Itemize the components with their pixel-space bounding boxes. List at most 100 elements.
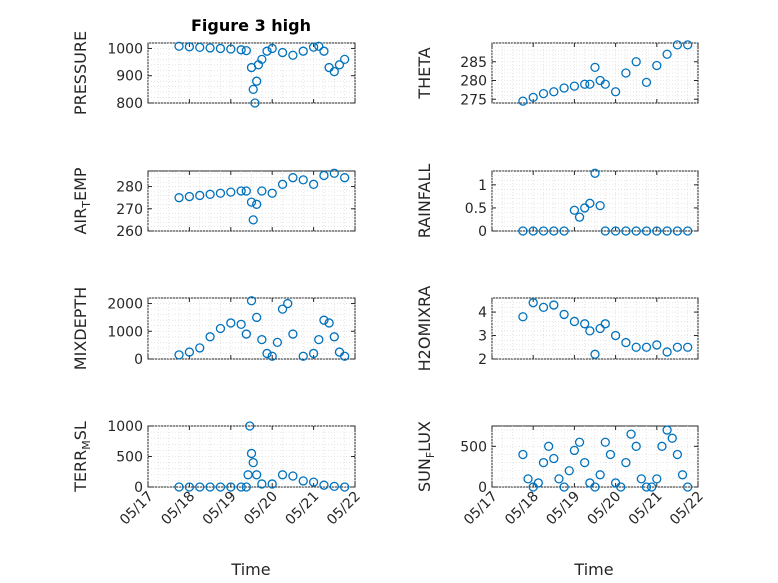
data-point — [248, 457, 258, 468]
data-point — [205, 482, 215, 492]
y-tick-label: 0.5 — [465, 201, 487, 217]
data-point — [195, 343, 205, 353]
y-tick-label: 0 — [134, 480, 143, 496]
data-point — [246, 296, 257, 306]
data-point — [528, 226, 538, 236]
data-point — [580, 319, 590, 329]
x-tick-label: 05/20 — [241, 489, 281, 529]
data-point — [569, 205, 580, 215]
data-point — [652, 60, 662, 71]
data-point — [662, 425, 672, 435]
data-point — [245, 421, 255, 431]
data-point — [574, 437, 585, 447]
data-point — [236, 482, 246, 492]
data-point — [283, 298, 293, 309]
y-tick-label: 275 — [460, 92, 487, 108]
y-tick-label: 1000 — [107, 41, 143, 57]
x-tick-label: 05/20 — [585, 489, 625, 529]
data-point — [262, 348, 272, 359]
data-point — [184, 191, 195, 202]
y-tick-label: 0 — [478, 224, 487, 240]
data-point — [564, 466, 574, 476]
data-point — [672, 449, 683, 460]
data-point — [554, 474, 564, 484]
data-point — [641, 482, 652, 492]
data-point — [267, 188, 277, 198]
y-tick-label: 270 — [116, 202, 143, 218]
data-point — [174, 350, 184, 360]
data-point — [205, 43, 215, 53]
data-point — [252, 199, 262, 209]
y-tick-label: 280 — [116, 180, 143, 196]
y-tick-label: 900 — [116, 69, 143, 85]
data-point — [652, 340, 662, 350]
data-point — [657, 441, 667, 451]
data-point — [518, 449, 528, 460]
data-point — [215, 43, 226, 54]
data-point — [559, 226, 569, 236]
data-point — [205, 189, 215, 199]
data-point — [339, 173, 350, 183]
data-point — [569, 445, 580, 456]
data-point — [174, 482, 184, 492]
figure-title: Figure 3 high — [191, 16, 311, 35]
data-point — [298, 175, 308, 185]
x-axis-label-right: Time — [573, 560, 613, 579]
data-point — [590, 482, 600, 492]
data-point — [236, 45, 246, 55]
data-point — [641, 77, 652, 88]
data-point — [574, 212, 585, 222]
data-point — [252, 76, 262, 86]
data-point — [334, 60, 345, 70]
data-point — [319, 170, 329, 181]
data-point — [174, 41, 184, 51]
data-point — [631, 342, 641, 352]
data-point — [329, 168, 339, 178]
data-point — [241, 329, 251, 339]
data-point — [590, 349, 600, 359]
data-point — [195, 190, 205, 201]
data-point — [195, 42, 205, 53]
data-point — [324, 318, 334, 328]
data-point — [600, 79, 610, 89]
data-point — [174, 193, 184, 203]
data-point — [252, 312, 262, 323]
data-point — [544, 441, 554, 451]
data-point — [672, 226, 683, 236]
data-point — [590, 168, 600, 178]
data-point — [621, 457, 631, 468]
subplot-mixdepth: 0 1000 2000 MIXDEPTH — [71, 287, 356, 370]
data-point — [662, 226, 672, 236]
data-point — [314, 334, 324, 345]
data-point — [683, 482, 693, 492]
data-point — [329, 332, 339, 342]
data-point — [610, 87, 621, 97]
data-point — [226, 482, 236, 492]
data-point — [631, 226, 641, 236]
data-point — [236, 319, 246, 329]
x-axis-label-left: Time — [230, 560, 270, 579]
data-point — [538, 88, 549, 99]
data-point — [559, 83, 569, 93]
data-point — [184, 482, 195, 492]
data-point — [538, 302, 549, 313]
data-point — [626, 429, 636, 439]
data-point — [549, 300, 559, 310]
data-point — [308, 179, 319, 189]
data-point — [580, 203, 590, 213]
data-point — [600, 319, 610, 329]
y-axis-label: RAINFALL — [415, 164, 434, 239]
x-tick-label: 05/19 — [200, 489, 240, 529]
data-point — [636, 474, 646, 484]
data-point — [319, 46, 329, 56]
data-point — [652, 474, 662, 484]
data-point — [339, 54, 350, 65]
data-point — [672, 40, 683, 50]
data-point — [580, 79, 590, 89]
data-point — [236, 186, 246, 196]
data-point — [672, 342, 683, 352]
subplot-theta: 275 280 285 THETA — [415, 40, 699, 108]
data-point — [288, 329, 298, 339]
